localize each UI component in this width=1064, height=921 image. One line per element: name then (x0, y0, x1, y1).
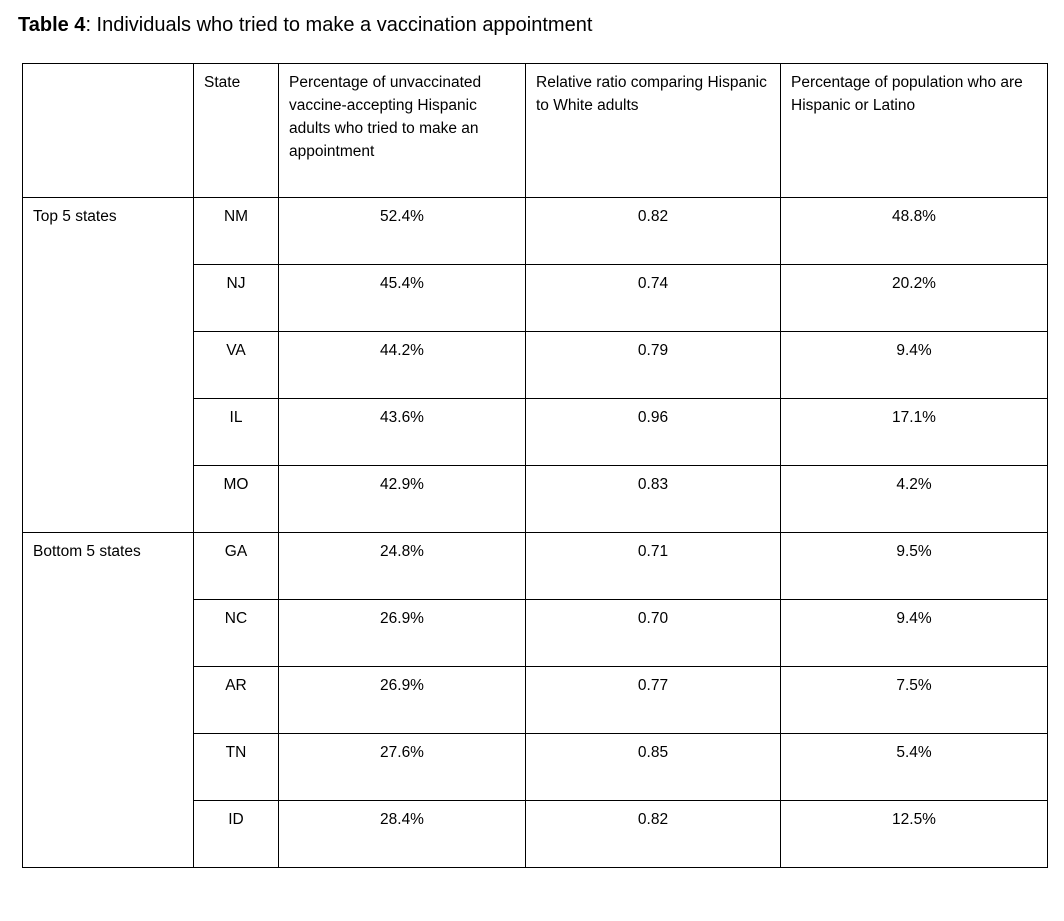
pct-tried-cell: 26.9% (278, 599, 526, 667)
relative-ratio-cell: 0.77 (525, 666, 781, 734)
state-cell: GA (193, 532, 279, 600)
pct-tried-cell: 42.9% (278, 465, 526, 533)
vaccination-appointment-table: State Percentage of unvaccinated vaccine… (22, 63, 1048, 868)
header-pct-hispanic-population: Percentage of population who are Hispani… (780, 63, 1048, 198)
table-row: TN 27.6% 0.85 5.4% (23, 733, 1048, 801)
pct-population-cell: 9.5% (780, 532, 1048, 600)
pct-population-cell: 12.5% (780, 800, 1048, 868)
state-cell: IL (193, 398, 279, 466)
relative-ratio-cell: 0.70 (525, 599, 781, 667)
pct-tried-cell: 43.6% (278, 398, 526, 466)
header-relative-ratio: Relative ratio comparing Hispanic to Whi… (525, 63, 781, 198)
relative-ratio-cell: 0.74 (525, 264, 781, 332)
table-row: AR 26.9% 0.77 7.5% (23, 666, 1048, 734)
pct-tried-cell: 44.2% (278, 331, 526, 399)
table-caption: Table 4: Individuals who tried to make a… (18, 12, 1048, 38)
pct-tried-cell: 28.4% (278, 800, 526, 868)
state-cell: NC (193, 599, 279, 667)
relative-ratio-cell: 0.82 (525, 800, 781, 868)
pct-tried-cell: 24.8% (278, 532, 526, 600)
pct-population-cell: 9.4% (780, 599, 1048, 667)
state-cell: NJ (193, 264, 279, 332)
header-blank (22, 63, 194, 198)
relative-ratio-cell: 0.85 (525, 733, 781, 801)
pct-population-cell: 20.2% (780, 264, 1048, 332)
pct-population-cell: 48.8% (780, 197, 1048, 265)
table-row: ID 28.4% 0.82 12.5% (23, 800, 1048, 868)
pct-population-cell: 9.4% (780, 331, 1048, 399)
table-caption-label: Table 4 (18, 14, 86, 36)
header-state: State (193, 63, 279, 198)
relative-ratio-cell: 0.82 (525, 197, 781, 265)
relative-ratio-cell: 0.79 (525, 331, 781, 399)
table-row: Bottom 5 states GA 24.8% 0.71 9.5% (22, 532, 1048, 868)
pct-tried-cell: 27.6% (278, 733, 526, 801)
pct-tried-cell: 45.4% (278, 264, 526, 332)
state-cell: TN (193, 733, 279, 801)
relative-ratio-cell: 0.71 (525, 532, 781, 600)
table-caption-text: : Individuals who tried to make a vaccin… (85, 14, 593, 36)
pct-tried-cell: 52.4% (278, 197, 526, 265)
state-cell: AR (193, 666, 279, 734)
pct-tried-cell: 26.9% (278, 666, 526, 734)
table-row: IL 43.6% 0.96 17.1% (23, 398, 1048, 466)
group-label-top-5-states: Top 5 states (22, 197, 194, 533)
relative-ratio-cell: 0.83 (525, 465, 781, 533)
table-row: NJ 45.4% 0.74 20.2% (23, 264, 1048, 332)
group-label-bottom-5-states: Bottom 5 states (22, 532, 194, 868)
pct-population-cell: 17.1% (780, 398, 1048, 466)
pct-population-cell: 7.5% (780, 666, 1048, 734)
pct-population-cell: 5.4% (780, 733, 1048, 801)
state-cell: VA (193, 331, 279, 399)
state-cell: ID (193, 800, 279, 868)
document-page: Table 4: Individuals who tried to make a… (18, 12, 1048, 868)
table-row: Top 5 states NM 52.4% 0.82 48.8% (22, 197, 1048, 533)
table-row: MO 42.9% 0.83 4.2% (23, 465, 1048, 533)
relative-ratio-cell: 0.96 (525, 398, 781, 466)
state-cell: MO (193, 465, 279, 533)
pct-population-cell: 4.2% (780, 465, 1048, 533)
header-pct-tried-appointment: Percentage of unvaccinated vaccine-accep… (278, 63, 526, 198)
state-cell: NM (193, 197, 279, 265)
table-row: VA 44.2% 0.79 9.4% (23, 331, 1048, 399)
header-row: State Percentage of unvaccinated vaccine… (22, 63, 1048, 198)
table-row: NC 26.9% 0.70 9.4% (23, 599, 1048, 667)
